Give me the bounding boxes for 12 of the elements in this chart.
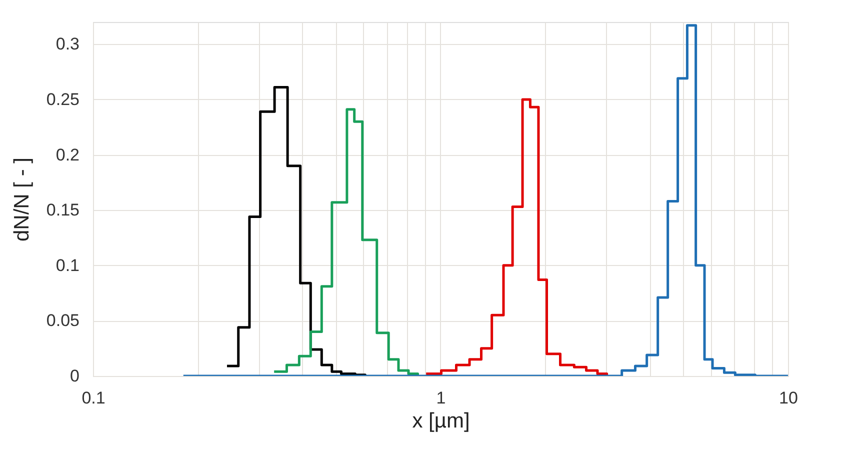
y-axis-title: dN/N [ - ] (10, 157, 34, 242)
y-tick-label: 0 (70, 366, 80, 386)
y-tick-label: 0.25 (46, 90, 80, 109)
x-tick-label: 10 (779, 388, 798, 408)
x-tick-label: 0.1 (82, 388, 106, 408)
y-tick-label: 0.2 (56, 145, 80, 164)
y-tick-label: 0.3 (56, 34, 80, 54)
x-axis-title: x [µm] (412, 410, 470, 432)
x-tick-label: 1 (436, 388, 446, 408)
y-tick-label: 0.05 (46, 311, 80, 330)
y-tick-label: 0.15 (46, 200, 80, 220)
y-tick-label: 0.1 (56, 256, 80, 275)
